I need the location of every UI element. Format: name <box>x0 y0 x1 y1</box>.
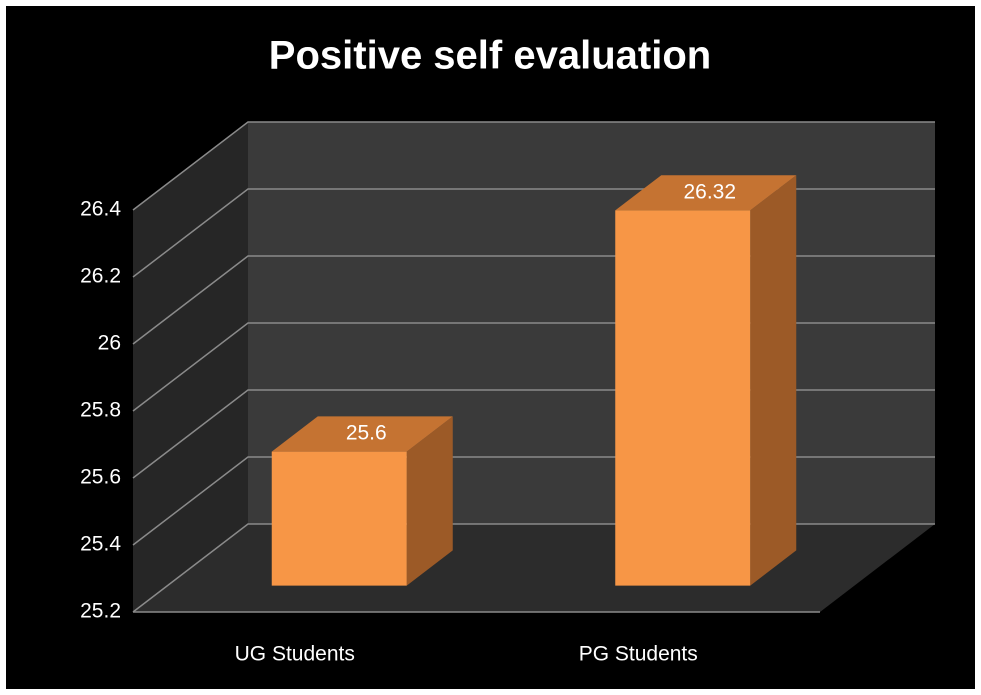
chart-title: Positive self evaluation <box>269 34 711 78</box>
floor <box>133 524 935 612</box>
y-tick-label: 26 <box>98 332 121 355</box>
bar-top <box>615 175 797 211</box>
x-tick-label: PG Students <box>579 643 698 666</box>
grid-line <box>132 121 935 211</box>
bar <box>615 210 751 586</box>
data-label: 25.6 <box>346 422 387 445</box>
y-tick-label: 25.4 <box>80 533 121 556</box>
y-tick-label: 25.2 <box>80 600 121 623</box>
y-tick-label: 25.8 <box>80 399 121 422</box>
data-label: 26.32 <box>683 180 736 203</box>
bar-side <box>750 175 797 586</box>
y-tick-label: 26.2 <box>80 265 121 288</box>
bar <box>271 451 407 586</box>
y-tick-label: 26.4 <box>80 198 121 221</box>
bar-top <box>271 416 453 452</box>
y-tick-label: 25.6 <box>80 466 121 489</box>
x-tick-label: UG Students <box>235 643 355 666</box>
bar-side <box>406 416 453 586</box>
